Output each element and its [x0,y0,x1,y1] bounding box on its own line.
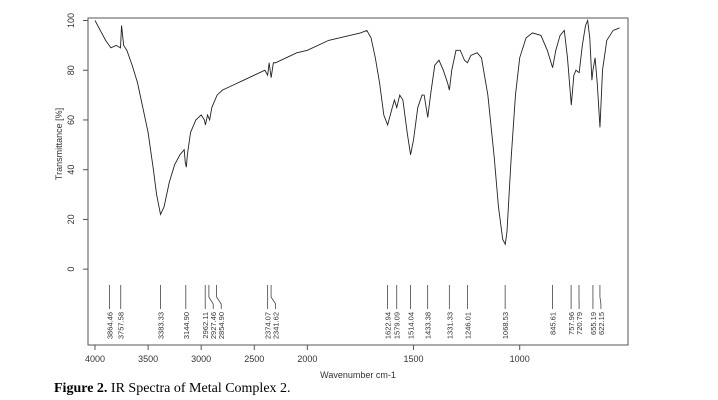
figure-caption: Figure 2. IR Spectra of Metal Complex 2. [54,381,291,397]
peak-marker [208,285,214,309]
peak-label: 3383.33 [156,312,165,339]
peak-label: 3757.58 [117,312,126,339]
peak-label: 757.96 [567,312,576,335]
y-tick-label: 20 [66,214,76,224]
peak-marker [270,285,277,309]
x-tick-label: 1500 [404,354,424,364]
peak-label: 2374.07 [264,312,273,339]
peak-label: 1246.01 [463,312,472,339]
peak-label: 655.19 [589,312,598,335]
x-tick-label: 3500 [138,354,158,364]
y-axis-label: Transmittance [%] [54,108,64,180]
peak-label: 2962.11 [201,312,210,339]
peak-label: 1514.04 [407,312,416,339]
peak-label: 1622.94 [383,312,392,339]
y-tick-label: 60 [66,115,76,125]
peak-label: 845.61 [548,312,557,335]
peak-label: 2341.62 [272,312,281,339]
spectrum-line [94,18,620,246]
y-tick-label: 40 [66,165,76,175]
caption-text: IR Spectra of Metal Complex 2. [110,381,291,396]
peak-label: 2854.90 [217,312,226,339]
peak-marker [599,285,602,309]
x-axis-label: Wavenumber cm-1 [320,370,396,380]
peak-label: 3144.90 [182,312,191,339]
x-tick-label: 4000 [85,354,105,364]
peak-label: 1331.33 [445,312,454,339]
peak-label: 720.79 [575,312,584,335]
x-tick-label: 1000 [510,354,530,364]
peak-label: 622.15 [597,312,606,335]
peak-label: 3864.46 [105,312,114,339]
y-tick-label: 80 [66,65,76,75]
y-tick-label: 0 [66,267,76,272]
peak-label: 1579.09 [393,312,402,339]
plot-frame [87,17,629,346]
chart: Wavenumber cm-1 Transmittance [%] 4000 35… [54,13,629,380]
caption-label: Figure 2. [54,381,108,396]
peak-marker [216,285,222,309]
peak-label: 1068.53 [501,312,510,339]
peak-label: 2927.46 [209,312,218,339]
x-tick-label: 2500 [244,354,264,364]
peak-label: 1433.38 [424,312,433,339]
x-tick-label: 2000 [297,354,317,364]
x-tick-label: 3000 [191,354,211,364]
y-tick-label: 100 [66,13,76,28]
